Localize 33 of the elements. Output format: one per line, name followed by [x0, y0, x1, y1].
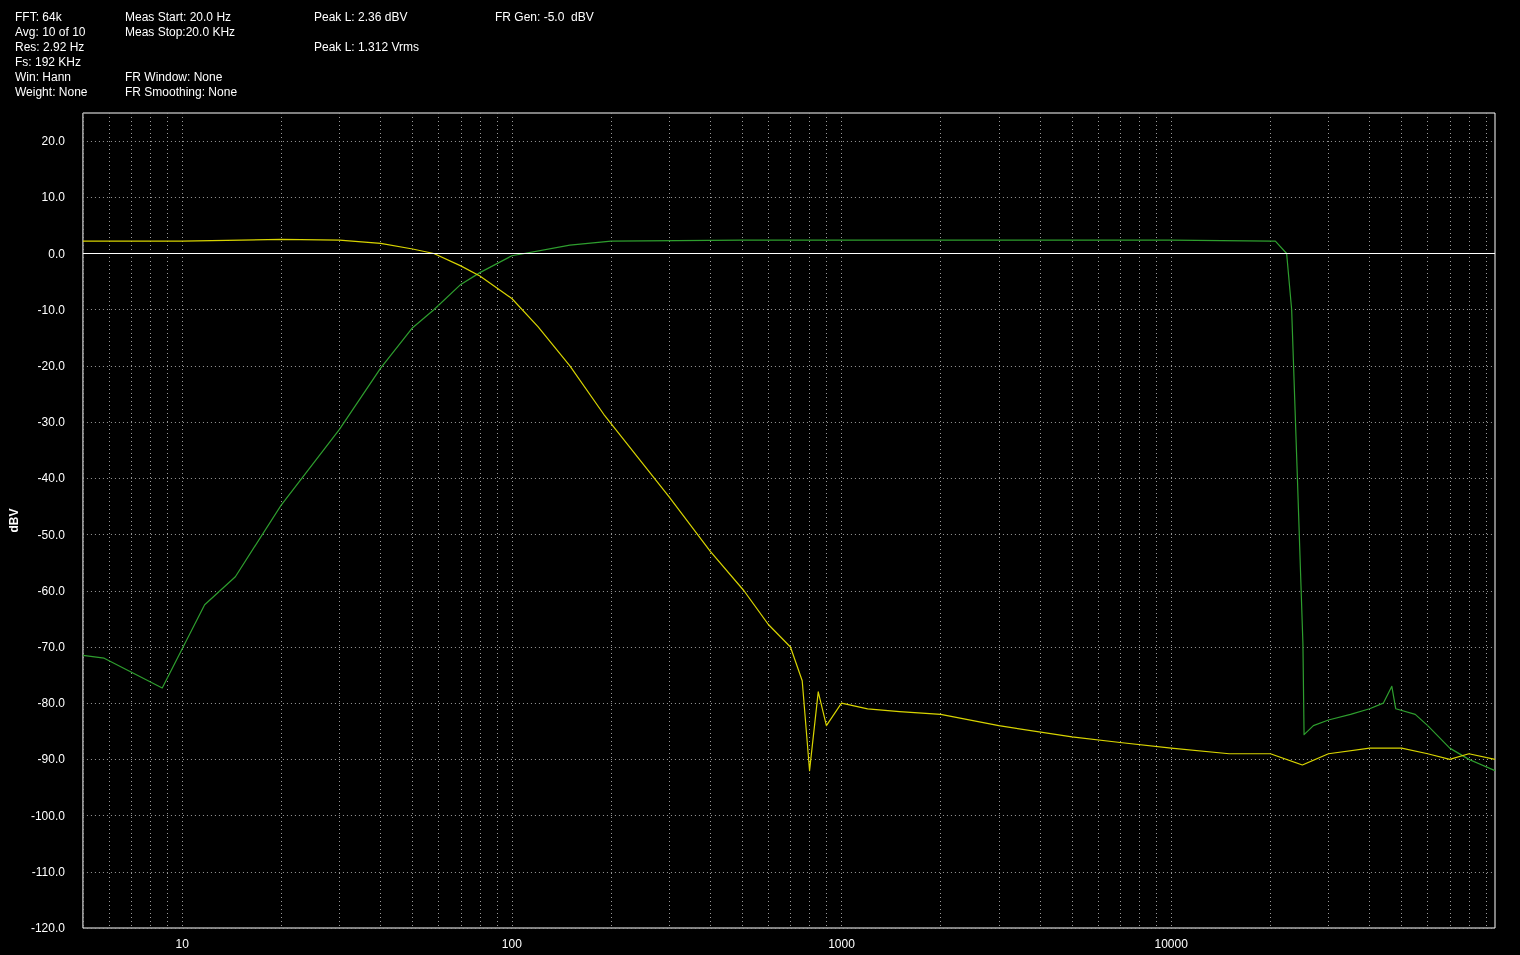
y-tick-label: 20.0 [41, 134, 66, 149]
y-tick-label: -40.0 [37, 471, 66, 486]
y-tick-label: -30.0 [37, 415, 66, 430]
text: FR Window: None [125, 70, 223, 84]
y-tick-label: -80.0 [37, 696, 66, 711]
y-tick-label: 0.0 [48, 246, 66, 261]
x-tick-label: 10000 [1154, 937, 1189, 951]
text: Meas Start: 20.0 Hz [125, 10, 232, 24]
x-tick-label: 10 [175, 937, 190, 951]
x-tick-label: 1000 [828, 937, 856, 951]
y-tick-label: -110.0 [31, 864, 66, 879]
y-tick-label: -70.0 [37, 639, 66, 654]
y-tick-label: -90.0 [37, 752, 66, 767]
y-tick-label: -50.0 [37, 527, 66, 542]
text: FR Gen: -5.0 dBV [495, 10, 594, 24]
y-tick-label: -20.0 [37, 358, 66, 373]
y-tick-label: -100.0 [30, 808, 66, 823]
text: Win: Hann [15, 70, 72, 84]
text: Res: 2.92 Hz [15, 40, 85, 54]
text: Weight: None [15, 85, 88, 99]
text: Avg: 10 of 10 [15, 25, 86, 39]
x-tick-label: 100 [501, 937, 523, 951]
y-tick-label: 10.0 [41, 190, 66, 205]
y-tick-label: -10.0 [37, 302, 66, 317]
y-axis-title: dBV [7, 508, 21, 533]
text: Peak L: 2.36 dBV [314, 10, 408, 24]
y-tick-label: -60.0 [37, 583, 66, 598]
y-tick-label: -120.0 [30, 921, 66, 935]
text: FR Smoothing: None [125, 85, 238, 99]
text: Meas Stop:20.0 KHz [125, 25, 236, 39]
text: FFT: 64k [15, 10, 63, 24]
text: Fs: 192 KHz [15, 55, 82, 69]
text: Peak L: 1.312 Vrms [314, 40, 419, 54]
